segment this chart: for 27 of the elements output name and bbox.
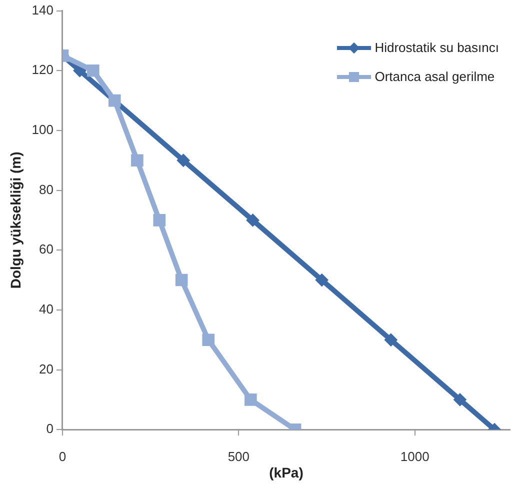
point (315, 274, 328, 287)
x-tick-label: 1000 (400, 448, 430, 464)
y-tick-label: 80 (39, 182, 54, 197)
y-tick-label: 140 (32, 2, 54, 18)
point (131, 154, 144, 167)
x-axis-title: (kPa) (269, 464, 304, 480)
point (86, 64, 100, 77)
point (202, 334, 215, 346)
point (453, 393, 466, 406)
x-tick-label: 0 (58, 448, 66, 464)
point (153, 214, 166, 226)
point (384, 333, 398, 346)
y-tick-label: 20 (39, 361, 54, 376)
point (175, 274, 188, 286)
y-tick-label: 100 (32, 122, 54, 138)
y-tick-label: 40 (39, 302, 54, 317)
legend-label: Ortanca asal gerilme (374, 69, 495, 84)
x-tick-label: 500 (228, 448, 250, 464)
point (246, 214, 260, 227)
y-tick-label: 120 (32, 62, 54, 78)
y-axis-title: Dolgu yüksekliği (m) (7, 152, 24, 289)
point (244, 394, 257, 406)
point (176, 154, 190, 167)
point (108, 94, 121, 107)
y-tick-label: 0 (46, 421, 54, 436)
y-tick-label: 60 (39, 242, 54, 257)
legend-label: Hidrostatik su basıncı (374, 40, 499, 55)
